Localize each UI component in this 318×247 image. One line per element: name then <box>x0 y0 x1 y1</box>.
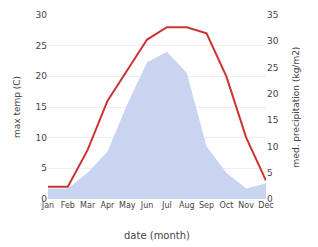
svg-text:25: 25 <box>267 63 278 73</box>
svg-text:Jul: Jul <box>161 201 172 210</box>
svg-text:0: 0 <box>267 194 273 204</box>
svg-text:date (month): date (month) <box>124 230 190 241</box>
svg-text:10: 10 <box>36 133 48 143</box>
svg-text:35: 35 <box>267 10 278 20</box>
svg-text:Oct: Oct <box>219 201 233 210</box>
svg-text:Apr: Apr <box>101 201 116 210</box>
svg-text:May: May <box>119 201 136 210</box>
svg-text:Aug: Aug <box>179 201 195 210</box>
svg-text:20: 20 <box>267 89 279 99</box>
svg-text:5: 5 <box>41 163 47 173</box>
svg-text:max temp (C): max temp (C) <box>12 76 22 138</box>
svg-text:15: 15 <box>267 115 278 125</box>
svg-text:Sep: Sep <box>199 201 214 210</box>
svg-text:med. precipitation (kg/m2): med. precipitation (kg/m2) <box>291 47 301 168</box>
svg-text:Nov: Nov <box>238 201 254 210</box>
svg-text:25: 25 <box>36 41 47 51</box>
svg-text:Jun: Jun <box>140 201 154 210</box>
svg-text:0: 0 <box>41 194 47 204</box>
svg-text:30: 30 <box>267 36 279 46</box>
svg-text:5: 5 <box>267 168 273 178</box>
svg-text:10: 10 <box>267 142 279 152</box>
svg-text:20: 20 <box>36 71 48 81</box>
svg-text:30: 30 <box>36 10 48 20</box>
svg-text:Mar: Mar <box>80 201 96 210</box>
svg-text:Feb: Feb <box>61 201 75 210</box>
svg-text:Dec: Dec <box>258 201 273 210</box>
svg-text:Jan: Jan <box>41 201 54 210</box>
svg-text:15: 15 <box>36 102 47 112</box>
